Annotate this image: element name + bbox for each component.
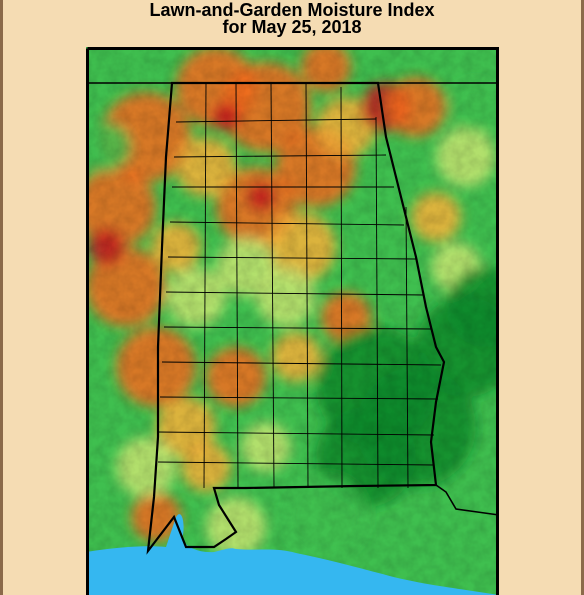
state-border-florida xyxy=(435,484,499,516)
county-line xyxy=(340,86,343,489)
moisture-texture xyxy=(86,47,499,595)
county-line xyxy=(270,82,275,489)
map-outer-frame xyxy=(87,47,499,595)
county-line xyxy=(163,326,433,330)
moisture-map xyxy=(86,47,499,595)
map-title: Lawn-and-Garden Moisture Index for May 2… xyxy=(0,0,584,37)
county-line xyxy=(169,221,405,226)
county-line xyxy=(375,116,379,489)
county-line xyxy=(405,206,409,489)
map-canvas xyxy=(86,47,499,595)
state-border-alabama xyxy=(146,81,446,555)
county-line xyxy=(175,118,377,123)
county-line xyxy=(165,291,425,296)
county-line xyxy=(173,154,387,158)
county-borders xyxy=(157,82,442,489)
title-line-1: Lawn-and-Garden Moisture Index xyxy=(149,0,435,20)
county-line xyxy=(159,396,439,400)
county-line xyxy=(235,82,239,489)
county-line xyxy=(167,256,417,260)
county-line xyxy=(305,82,309,489)
gulf-of-mexico xyxy=(86,514,499,595)
county-line xyxy=(161,361,442,366)
title-line-2: for May 25, 2018 xyxy=(222,17,362,37)
county-line xyxy=(203,82,207,489)
